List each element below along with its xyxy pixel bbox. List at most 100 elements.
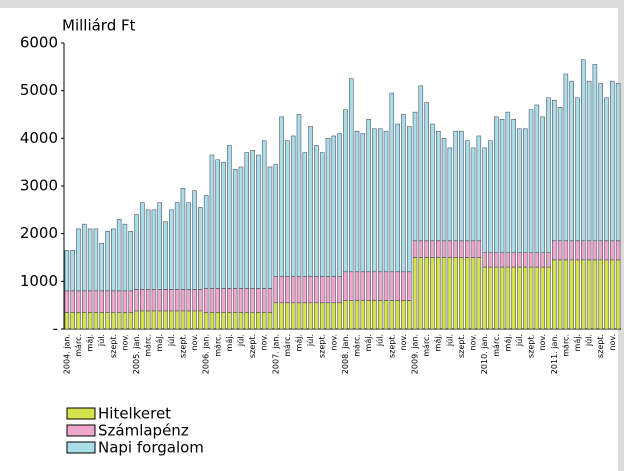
bar-segment <box>163 221 168 290</box>
bar-segment <box>412 111 418 242</box>
bar-segment <box>174 289 180 312</box>
x-tick-label: nov. <box>538 334 547 351</box>
bar-segment <box>348 78 354 273</box>
bar-segment <box>209 288 215 313</box>
bar-segment <box>111 290 116 313</box>
bar-segment <box>290 276 296 304</box>
bar-segment <box>540 116 545 253</box>
bar-segment <box>198 207 203 290</box>
legend-swatch <box>66 441 96 454</box>
x-tick-label: júl. <box>97 334 106 347</box>
bar-segment <box>82 290 87 313</box>
bar-segment <box>325 302 331 330</box>
x-tick-label: 2011. jan. <box>550 334 559 374</box>
bar-segment <box>586 80 592 242</box>
bar-segment <box>111 312 116 330</box>
x-tick-label: máj. <box>225 334 234 351</box>
bar-segment <box>517 252 522 268</box>
bar-segment <box>377 128 383 273</box>
bar-segment <box>87 290 93 313</box>
bar-segment <box>343 271 348 301</box>
bar-segment <box>435 240 441 258</box>
y-axis-label: Milliárd Ft <box>62 17 136 35</box>
bar-segment <box>87 312 93 330</box>
bar-segment <box>459 130 464 242</box>
bar-segment <box>412 257 418 330</box>
bar-segment <box>540 252 545 268</box>
bar-segment <box>203 288 209 313</box>
bar-segment <box>406 126 412 273</box>
bar-segment <box>523 252 528 268</box>
bar-segment <box>343 109 348 273</box>
bar-segment <box>505 252 511 268</box>
bar-segment <box>505 266 511 330</box>
bar-segment <box>140 202 145 290</box>
bar-segment <box>192 310 197 330</box>
bar-segment <box>464 140 470 242</box>
bar-segment <box>70 290 75 313</box>
bar-segment <box>128 231 133 292</box>
y-tick-label: 3000 <box>20 177 58 195</box>
bar-segment <box>331 135 337 277</box>
x-tick-label: 2006. jan. <box>202 334 211 374</box>
bar-segment <box>180 289 186 312</box>
bar-segment <box>87 228 93 292</box>
legend-swatch <box>66 407 96 420</box>
bar-segment <box>464 240 470 258</box>
bar-segment <box>116 219 122 292</box>
bar-segment <box>244 288 250 313</box>
x-tick-label: nov. <box>469 334 478 351</box>
bar-segment <box>499 266 505 330</box>
bar-segment <box>250 288 255 313</box>
bar-segment <box>453 130 458 242</box>
bar-segment <box>383 300 389 330</box>
bar-segment <box>273 164 279 277</box>
bar-segment <box>215 288 221 313</box>
bar-segment <box>227 312 232 330</box>
bar-segment <box>552 259 557 330</box>
bar-segment <box>476 257 482 330</box>
x-tick-label: 2008. jan. <box>341 334 350 374</box>
bar-segment <box>64 250 70 292</box>
bar-segment <box>546 97 551 253</box>
bar-segment <box>482 266 487 330</box>
bar-segment <box>273 276 279 304</box>
y-tick-label: 1000 <box>20 272 58 290</box>
x-tick-label: máj. <box>573 334 582 351</box>
x-tick-label: 2009. jan. <box>411 334 420 374</box>
bar-segment <box>430 257 435 330</box>
bar-segment <box>581 59 586 242</box>
bar-segment <box>377 271 383 301</box>
bar-segment <box>273 302 279 330</box>
bar-segment <box>145 289 151 312</box>
y-tick-label: 5000 <box>20 81 58 99</box>
bar-segment <box>459 257 464 330</box>
bar-segment <box>563 259 569 330</box>
bar-segment <box>546 266 551 330</box>
bar-segment <box>424 257 429 330</box>
bar-segment <box>76 312 81 330</box>
bar-segment <box>366 119 371 273</box>
x-tick-label: nov. <box>120 334 129 351</box>
bar-segment <box>406 271 412 301</box>
bar-segment <box>435 257 441 330</box>
bar-segment <box>389 271 395 301</box>
bar-segment <box>145 310 151 330</box>
bar-segment <box>76 228 81 292</box>
bar-segment <box>174 310 180 330</box>
legend-label: Napi forgalom <box>98 439 204 457</box>
bar-segment <box>151 209 157 290</box>
bar-segment <box>140 289 145 312</box>
bar-segment <box>203 312 209 330</box>
bar-segment <box>586 240 592 261</box>
bar-segment <box>528 109 534 253</box>
bar-segment <box>610 240 615 261</box>
bar-segment <box>604 97 609 242</box>
bar-segment <box>348 271 354 301</box>
bar-segment <box>348 300 354 330</box>
bar-segment <box>395 300 400 330</box>
x-tick-label: máj. <box>364 334 373 351</box>
bar-segment <box>151 289 157 312</box>
bar-segment <box>505 111 511 253</box>
bar-segment <box>308 276 313 304</box>
